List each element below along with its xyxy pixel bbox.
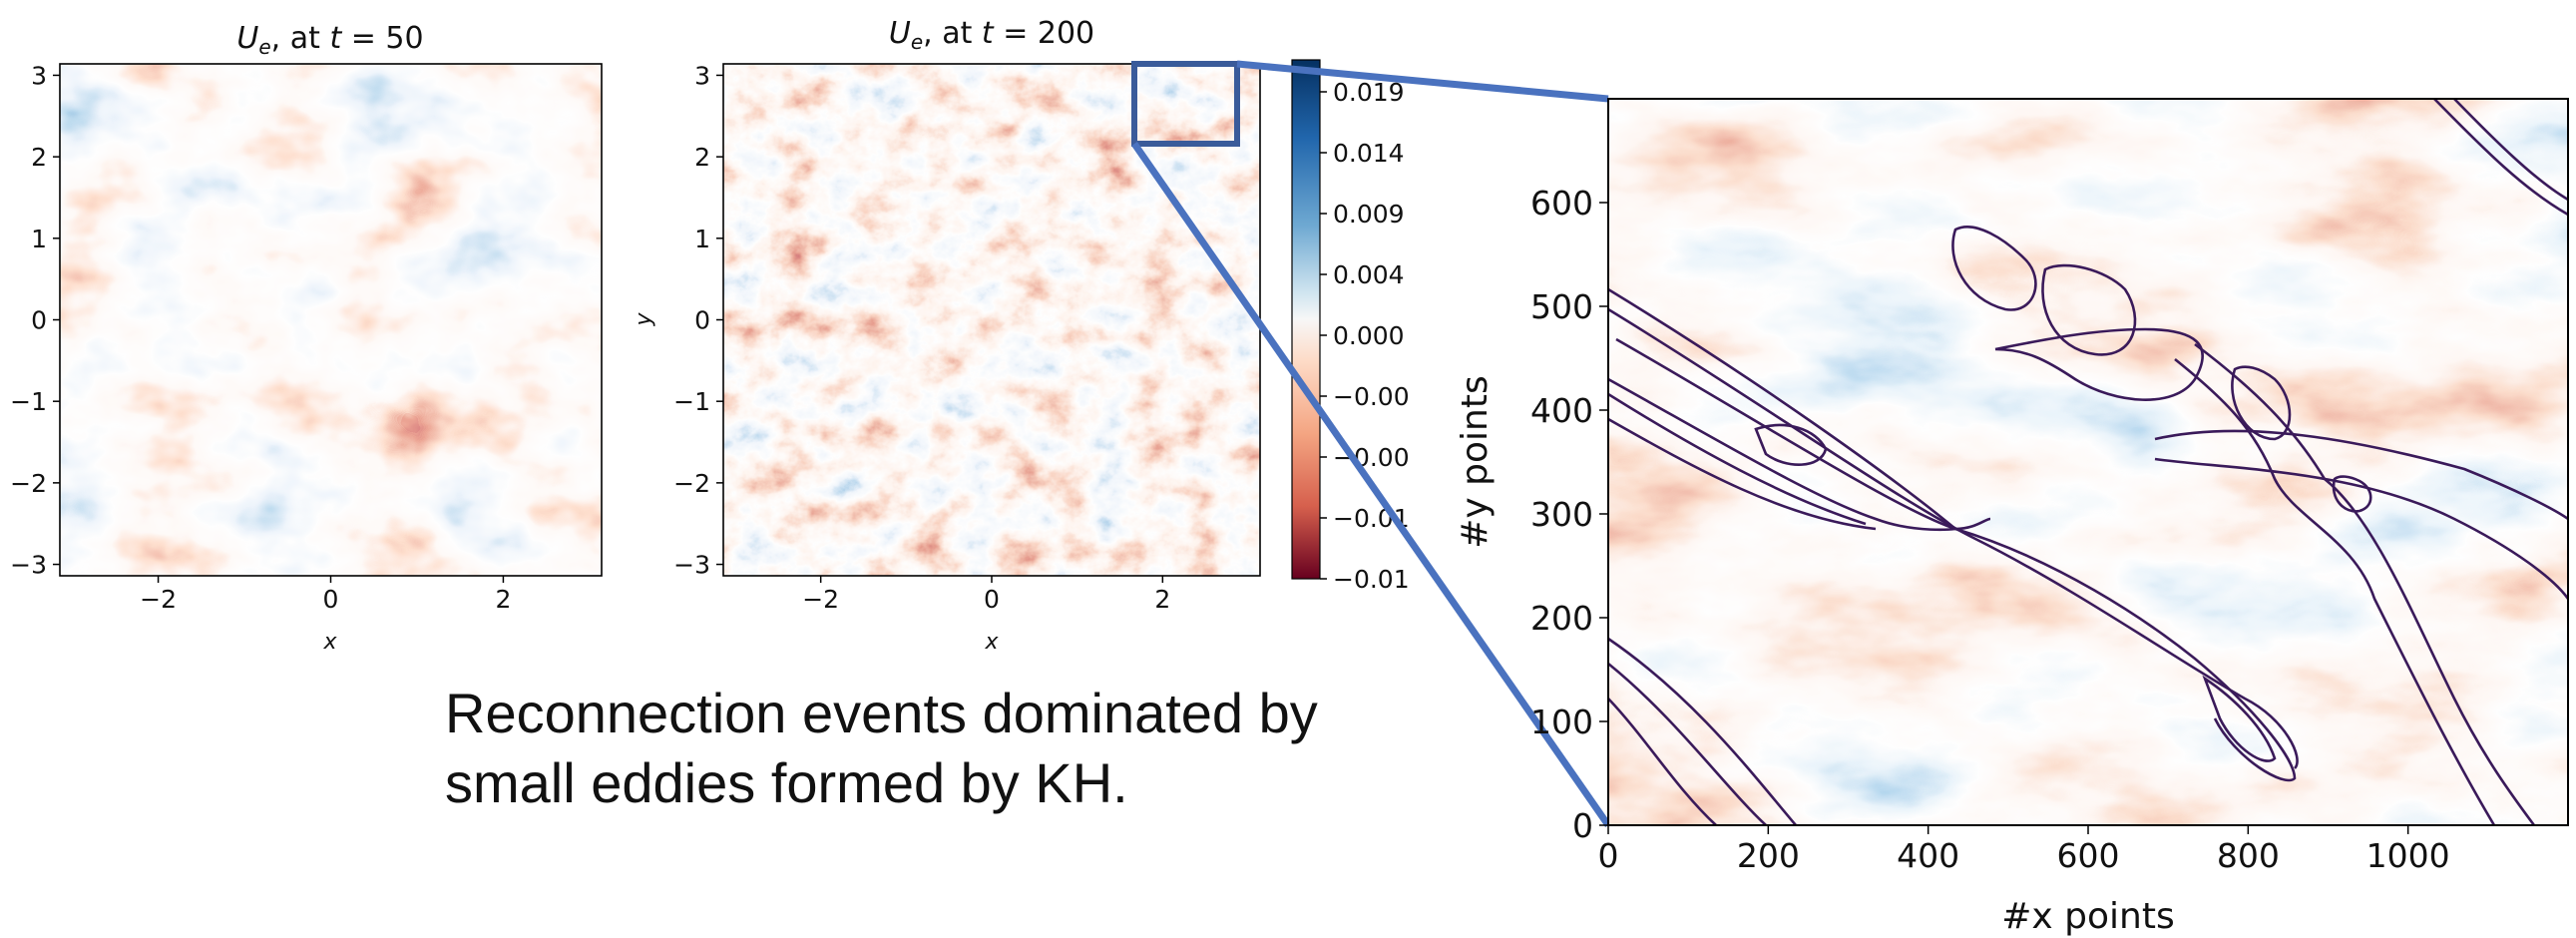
x-axis-label-t200: x xyxy=(984,630,999,655)
y-tick-label: 400 xyxy=(1530,391,1593,430)
y-tick-label: 0 xyxy=(694,306,710,335)
y-tick-label: −1 xyxy=(673,387,710,416)
zoom-region-box xyxy=(1131,61,1240,147)
y-tick-label: 0 xyxy=(1572,806,1593,845)
panel-title-t50: Ue, at t = 50 xyxy=(236,21,423,59)
colorbar-tick-label: 0.004 xyxy=(1333,260,1405,289)
y-tick-label: 3 xyxy=(694,61,710,90)
x-tick-label: −2 xyxy=(802,585,839,614)
contour-lines xyxy=(1608,99,2568,825)
heatmap-t50 xyxy=(60,64,602,576)
axis-ticks-zoom: 0 200 400 600 800 1000 0 100 200 300 400 500 600 xyxy=(1530,184,2450,875)
x-axis-label-t50: x xyxy=(322,630,337,655)
colorbar-ticks: 0.0190.0140.0090.0040.000−0.00−0.00−0.01… xyxy=(1320,78,1410,594)
x-tick-label: 2 xyxy=(1154,585,1170,614)
y-tick-label: 0 xyxy=(31,306,47,335)
heatmap-zoom xyxy=(1608,99,2568,825)
x-tick-label: 800 xyxy=(2217,836,2280,875)
colorbar-tick-label: 0.014 xyxy=(1333,139,1405,168)
x-tick-label: −2 xyxy=(140,585,177,614)
zoom-connector-top xyxy=(1236,60,1609,103)
colorbar: 0.0190.0140.0090.0040.000−0.00−0.00−0.01… xyxy=(1291,59,1410,594)
x-tick-label: 0 xyxy=(323,585,339,614)
colorbar-tick-label: −0.00 xyxy=(1333,382,1410,411)
caption-line-2: small eddies formed by KH. xyxy=(445,751,1128,814)
panel-zoom: 0 200 400 600 800 1000 0 100 200 300 400 500 600 #x … xyxy=(1455,98,2569,937)
y-tick-label: −3 xyxy=(673,551,710,580)
axis-ticks-t50: −2 0 2 3 2 1 0 −1 −2 −3 xyxy=(10,61,511,614)
x-tick-label: 2 xyxy=(495,585,511,614)
y-tick-label: 100 xyxy=(1530,703,1593,741)
x-tick-label: 400 xyxy=(1897,836,1959,875)
y-axis-label-zoom: #y points xyxy=(1455,375,1496,548)
caption: Reconnection events dominated by small e… xyxy=(445,679,1443,818)
colorbar-tick-label: 0.009 xyxy=(1333,200,1405,229)
y-tick-label: 1 xyxy=(694,225,710,253)
y-tick-label: 2 xyxy=(31,143,47,172)
y-tick-label: 300 xyxy=(1530,495,1593,534)
panel-title-t200: Ue, at t = 200 xyxy=(889,16,1094,54)
y-tick-label: −2 xyxy=(673,469,710,498)
x-tick-label: 1000 xyxy=(2366,836,2450,875)
x-tick-label: 600 xyxy=(2057,836,2120,875)
y-tick-label: −3 xyxy=(10,551,47,580)
y-axis-label-t200: y xyxy=(632,312,656,327)
y-tick-label: 2 xyxy=(694,143,710,172)
x-tick-label: 200 xyxy=(1737,836,1800,875)
y-tick-label: 600 xyxy=(1530,184,1593,223)
y-tick-label: 1 xyxy=(31,225,47,253)
colorbar-tick-label: 0.019 xyxy=(1333,78,1405,107)
y-tick-label: 3 xyxy=(31,61,47,90)
axis-ticks-t200: −2 0 2 3 2 1 0 −1 −2 −3 xyxy=(673,61,1170,614)
x-axis-label-zoom: #x points xyxy=(2001,896,2174,937)
y-tick-label: −1 xyxy=(10,387,47,416)
colorbar-gradient xyxy=(1291,59,1321,580)
colorbar-tick-label: 0.000 xyxy=(1333,321,1405,350)
y-tick-label: 500 xyxy=(1530,287,1593,326)
panel-t50: Ue, at t = 50 −2 0 2 3 2 1 0 −1 −2 −3 x xyxy=(10,21,603,655)
x-tick-label: 0 xyxy=(1598,836,1619,875)
panel-t200: Ue, at t = 200 −2 0 2 3 2 1 0 −1 −2 −3 x y xyxy=(632,16,1261,655)
caption-line-1: Reconnection events dominated by xyxy=(445,682,1318,744)
heatmap-t200 xyxy=(723,64,1260,576)
y-tick-label: 200 xyxy=(1530,599,1593,638)
colorbar-tick-label: −0.01 xyxy=(1333,565,1410,594)
y-tick-label: −2 xyxy=(10,469,47,498)
zoom-connector-bottom xyxy=(1131,142,1611,827)
x-tick-label: 0 xyxy=(984,585,1000,614)
